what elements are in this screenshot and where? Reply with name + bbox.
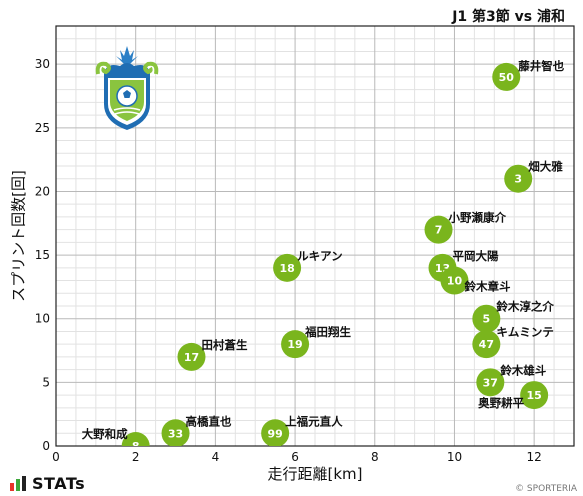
player-number: 5 [483,313,491,326]
data-point [281,330,310,359]
player-name-label: 福田翔生 [304,325,351,339]
player-name-label: 田村蒼生 [201,338,247,352]
y-tick-label: 0 [42,439,50,453]
brand-name: STATs [32,474,86,493]
player-number: 33 [168,427,183,440]
data-point [424,215,453,244]
chart-title: J1 第3節 vs 浦和 [452,9,565,25]
player-name-label: 畑大雅 [528,160,563,174]
player-name-label: 鈴木淳之介 [496,300,554,314]
x-axis-title: 走行距離[km] [267,465,363,483]
player-name-label: ルキアン [297,249,343,263]
data-point [121,432,150,446]
y-tick-label: 5 [42,375,50,389]
player-name-label: 平岡大陽 [453,249,499,263]
x-tick-label: 0 [52,450,60,464]
player-number: 17 [184,351,199,364]
y-tick-label: 15 [35,248,50,262]
data-point [472,330,501,359]
data-point [476,368,505,397]
y-tick-label: 30 [35,57,50,71]
player-number: 15 [526,389,541,402]
player-number: 50 [499,71,515,84]
player-number: 7 [435,224,443,237]
x-tick-label: 2 [132,450,140,464]
data-point [273,253,302,282]
player-number: 99 [267,427,282,440]
data-point [161,419,190,446]
player-name-label: 藤井智也 [518,59,564,73]
player-number: 10 [447,275,463,288]
grid [55,25,575,447]
x-tick-label: 8 [371,450,379,464]
y-tick-label: 10 [35,312,50,326]
data-point [261,419,290,446]
stats-logo: STATs [10,474,85,493]
player-name-label: 奥野耕平 [477,396,524,410]
player-name-label: 小野瀬康介 [448,211,507,225]
y-axis-title: スプリント回数[回] [9,170,28,302]
player-name-label: キムミンテ [496,325,554,339]
player-number: 19 [287,338,302,351]
player-number: 18 [279,262,294,275]
player-name-label: 鈴木雄斗 [500,363,546,377]
x-tick-label: 6 [291,450,299,464]
shonan-bellmare-crest-icon [95,46,159,130]
data-point [492,62,521,91]
y-tick-label: 25 [35,121,50,135]
x-tick-label: 4 [212,450,220,464]
player-number: 47 [479,338,494,351]
player-number: 37 [483,376,498,389]
x-tick-label: 12 [527,450,542,464]
data-point [504,164,533,193]
data-point [520,381,549,410]
axes: 0 2 4 6 8 10 12 0 5 10 15 20 25 30 [35,25,575,464]
player-name-label: 大野和成 [82,427,128,441]
data-point [177,342,206,371]
y-tick-label: 20 [35,184,50,198]
player-number: 3 [514,173,522,186]
player-name-label: 上福元直人 [285,414,343,428]
data-point [440,266,469,295]
data-point [472,304,501,333]
player-number: 8 [132,440,140,453]
plot-frame [55,25,575,447]
x-tick-label: 10 [447,450,462,464]
player-name-label: 高橋直也 [186,414,232,428]
copyright: © SPORTERIA [515,484,577,494]
stats-bars-icon [10,476,26,491]
player-name-label: 鈴木章斗 [464,280,510,294]
